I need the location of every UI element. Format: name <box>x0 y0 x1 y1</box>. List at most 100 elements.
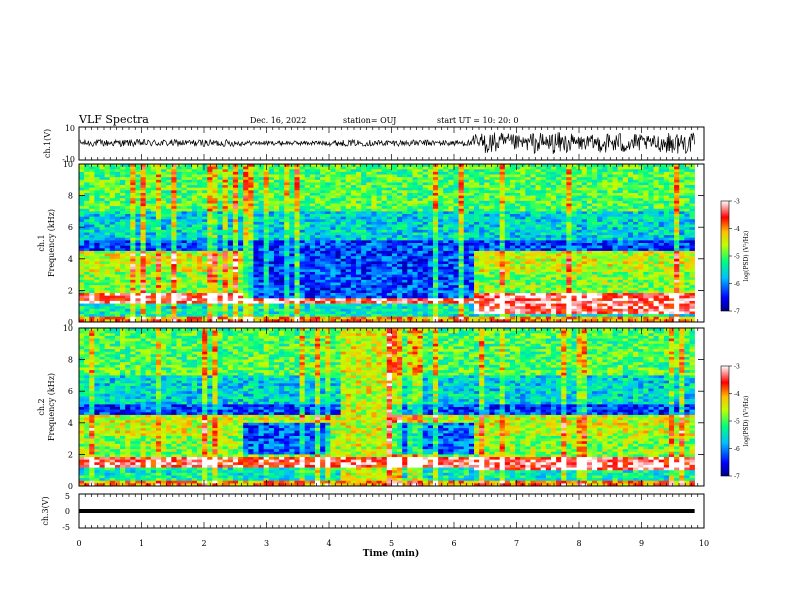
spectrogram-cell <box>376 237 382 241</box>
spectrogram-cell <box>84 203 90 207</box>
spectrogram-cell <box>356 243 362 246</box>
spectrogram-cell <box>453 277 459 281</box>
spectrogram-cell <box>402 319 408 323</box>
spectrogram-cell <box>299 235 306 239</box>
spectrogram-cell <box>191 232 198 236</box>
spectrogram-cell <box>361 266 367 270</box>
spectrogram-cell <box>140 171 146 175</box>
spectrogram-cell <box>145 282 152 286</box>
spectrogram-cell <box>335 208 341 212</box>
spectrogram-cell <box>391 282 398 286</box>
spectrogram-cell <box>299 240 306 244</box>
spectrogram-cell <box>79 261 85 265</box>
spectrogram-cell <box>89 174 95 178</box>
spectrogram-cell <box>145 166 152 170</box>
spectrogram-cell <box>443 319 449 323</box>
spectrogram-cell <box>417 258 424 262</box>
spectrogram-cell <box>243 303 249 307</box>
spectrogram-cell <box>89 235 95 239</box>
spectrogram-cell <box>135 203 141 207</box>
spectrogram-cell <box>309 221 316 225</box>
spectrogram-cell <box>412 277 418 281</box>
spectrogram-cell <box>335 164 341 167</box>
spectrogram-cell <box>489 303 495 307</box>
spectrogram-cell <box>207 271 213 275</box>
spectrogram-cell <box>335 190 341 194</box>
spectrogram-cell <box>130 253 136 257</box>
spectrogram-cell <box>232 169 239 173</box>
spectrogram-cell <box>202 245 208 249</box>
spectrogram-cell <box>196 293 203 296</box>
spectrogram-cell <box>135 229 141 233</box>
spectrogram-cell <box>371 211 377 215</box>
spectrogram-cell <box>330 229 336 233</box>
spectrogram-cell <box>438 214 444 217</box>
spectrogram-cell <box>186 314 193 318</box>
spectrogram-cell <box>335 319 341 323</box>
spectrogram-cell <box>494 232 500 236</box>
spectrogram-cell <box>99 306 105 310</box>
spectrogram-cell <box>345 295 352 299</box>
spectrogram-cell <box>366 282 372 286</box>
spectrogram-cell <box>289 211 295 215</box>
spectrogram-cell <box>238 308 244 312</box>
spectrogram-cell <box>320 203 326 207</box>
spectrogram-cell <box>463 206 470 210</box>
spectrogram-cell <box>314 237 321 241</box>
spectrogram-cell <box>268 243 275 246</box>
spectrogram-cell <box>186 290 193 294</box>
spectrogram-cell <box>135 169 141 173</box>
spectrogram-cell <box>227 237 234 241</box>
spectrogram-cell <box>284 287 290 291</box>
spectrogram-cell <box>314 314 321 318</box>
spectrogram-cell <box>104 303 111 307</box>
spectrogram-cell <box>232 261 239 265</box>
spectrogram-cell <box>140 250 146 254</box>
spectrogram-cell <box>130 169 136 173</box>
spectrogram-cell <box>125 269 131 273</box>
spectrogram-cell <box>335 261 341 265</box>
spectrogram-cell <box>89 219 95 223</box>
spectrogram-cell <box>217 298 223 302</box>
spectrogram-cell <box>417 306 424 310</box>
spectrogram-cell <box>145 264 152 267</box>
spectrogram-cell <box>140 190 146 194</box>
spectrogram-cell <box>376 282 382 286</box>
spectrogram-cell <box>325 295 331 299</box>
spectrogram-cell <box>366 211 372 215</box>
spectrogram-cell <box>212 216 218 220</box>
spectrogram-cell <box>176 256 182 260</box>
spectrogram-cell <box>489 319 495 323</box>
spectrogram-cell <box>427 221 434 225</box>
spectrogram-cell <box>84 295 90 299</box>
spectrogram-cell <box>438 195 444 199</box>
spectrogram-cell <box>171 232 177 236</box>
spectrogram-cell <box>145 179 152 183</box>
spectrogram-cell <box>345 290 352 294</box>
spectrogram-cell <box>350 264 357 267</box>
spectrogram-cell <box>109 177 116 181</box>
spectrogram-cell <box>150 245 157 249</box>
spectrogram-cell <box>171 187 177 191</box>
spectrogram-cell <box>202 271 208 275</box>
spectrogram-cell <box>366 171 372 175</box>
spectrogram-cell <box>196 198 203 202</box>
spectrogram-cell <box>202 274 208 278</box>
spectrogram-cell <box>448 256 454 260</box>
spectrogram-cell <box>279 274 285 278</box>
spectrogram-cell <box>448 164 454 167</box>
spectrogram-cell <box>294 264 300 267</box>
spectrogram-cell <box>320 298 326 302</box>
spectrogram-cell <box>320 200 326 204</box>
spectrogram-cell <box>104 190 111 194</box>
spectrogram-cell <box>458 264 465 267</box>
spectrogram-cell <box>114 303 121 307</box>
spectrogram-cell <box>243 319 249 323</box>
spectrogram-cell <box>155 274 162 278</box>
spectrogram-cell <box>140 279 146 283</box>
spectrogram-cell <box>84 182 90 186</box>
spectrogram-cell <box>381 174 388 178</box>
spectrogram-cell <box>422 285 429 289</box>
spectrogram-cell <box>227 214 234 217</box>
spectrogram-cell <box>294 269 300 273</box>
